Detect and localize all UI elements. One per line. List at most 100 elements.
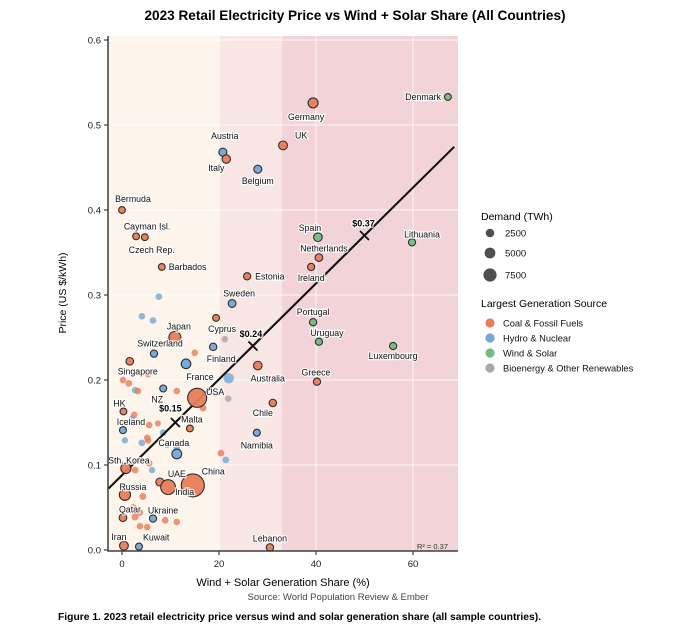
gridlines bbox=[108, 36, 458, 551]
data-point bbox=[173, 518, 181, 526]
color-legend-label-wind: Wind & Solar bbox=[503, 349, 557, 359]
scatter-plot: Denmark Germany UK Austria Italy Belgium Bermu… bbox=[57, 36, 634, 604]
color-legend-swatch-wind bbox=[485, 348, 495, 358]
data-point bbox=[212, 390, 219, 397]
size-legend-title: Demand (TWh) bbox=[481, 211, 553, 223]
country-label-australia: Australia bbox=[251, 374, 285, 384]
data-point bbox=[222, 456, 230, 464]
country-label-ireland: Ireland bbox=[298, 273, 325, 283]
point-lebanon bbox=[265, 543, 275, 552]
x-axis-title: Wind + Solar Generation Share (%) bbox=[196, 577, 369, 589]
x-marker bbox=[170, 417, 181, 428]
country-label-denmark: Denmark bbox=[405, 92, 441, 102]
regression-line bbox=[107, 146, 455, 490]
point-iran bbox=[118, 540, 129, 551]
country-label-uk: UK bbox=[295, 130, 307, 140]
country-label-estonia: Estonia bbox=[255, 271, 284, 281]
labeled-points bbox=[118, 92, 452, 552]
color-legend-label-bio: Bioenergy & Other Renewables bbox=[503, 364, 634, 374]
size-legend-swatch bbox=[483, 268, 497, 282]
data-point bbox=[221, 335, 229, 343]
point-india bbox=[160, 479, 177, 496]
data-point bbox=[223, 373, 234, 384]
country-label-netherlands: Netherlands bbox=[300, 244, 348, 254]
point-denmark bbox=[443, 92, 452, 101]
chart-title: 2023 Retail Electricity Price vs Wind + … bbox=[144, 8, 566, 23]
point-bermuda bbox=[118, 206, 126, 214]
y-tick-label: 0.3 bbox=[88, 291, 101, 302]
size-legend-label: 5000 bbox=[505, 249, 526, 260]
point-russia bbox=[118, 488, 132, 501]
point-uruguay bbox=[314, 337, 324, 346]
color-legend-swatch-bio bbox=[485, 363, 495, 373]
country-label-bermuda: Bermuda bbox=[115, 194, 151, 204]
color-legend-title: Largest Generation Source bbox=[481, 298, 607, 310]
y-tick-label: 0.5 bbox=[88, 121, 101, 132]
country-label-hk: HK bbox=[113, 398, 125, 408]
data-point bbox=[134, 387, 142, 395]
r-squared-label: R² = 0.37 bbox=[417, 542, 448, 551]
y-tick-label: 0.0 bbox=[88, 546, 101, 557]
data-point bbox=[138, 439, 146, 447]
country-label-switzerland: Switzerland bbox=[137, 339, 183, 349]
point-sweden bbox=[227, 299, 237, 308]
country-label-cyprus: Cyprus bbox=[208, 324, 236, 334]
size-legend-label: 7500 bbox=[505, 271, 526, 282]
data-point bbox=[143, 523, 151, 531]
data-point bbox=[136, 509, 144, 516]
data-point bbox=[136, 522, 144, 530]
country-label-japan: Japan bbox=[167, 322, 191, 332]
point-belgium bbox=[253, 164, 263, 174]
country-label-barbados: Barbados bbox=[169, 262, 207, 272]
legend: Demand (TWh) 2500 5000 7500 Largest Generati… bbox=[481, 211, 634, 374]
country-label-uruguay: Uruguay bbox=[310, 328, 344, 338]
price-marker-label: $0.15 bbox=[159, 404, 182, 414]
point-switzerland bbox=[149, 349, 159, 358]
point-luxembourg bbox=[388, 341, 398, 351]
data-point bbox=[144, 437, 152, 444]
country-label-austria: Austria bbox=[211, 131, 238, 141]
country-label-iceland: Iceland bbox=[117, 417, 145, 427]
country-label-uae: UAE bbox=[168, 469, 186, 479]
y-tick-label: 0.1 bbox=[88, 461, 101, 472]
country-label-lebanon: Lebanon bbox=[253, 533, 287, 543]
data-point bbox=[224, 395, 232, 403]
shade-bands bbox=[108, 36, 458, 551]
point-cyprus bbox=[212, 314, 221, 322]
country-label-sweden: Sweden bbox=[223, 289, 255, 299]
country-label-sth-korea: Sth. Korea bbox=[108, 455, 150, 465]
x-marker bbox=[247, 340, 259, 352]
point-japan bbox=[168, 330, 182, 345]
data-point bbox=[130, 411, 138, 419]
data-point bbox=[148, 466, 156, 474]
y-tick-label: 0.4 bbox=[88, 206, 101, 217]
country-label-chile: Chile bbox=[253, 408, 273, 418]
country-label-canada: Canada bbox=[158, 438, 189, 448]
point-italy bbox=[221, 154, 232, 164]
point-germany bbox=[307, 97, 319, 109]
country-label-malta: Malta bbox=[181, 414, 203, 424]
data-point bbox=[149, 317, 157, 324]
point-lithuania bbox=[407, 238, 417, 247]
y-axis-title: Price (US $/kWh) bbox=[57, 252, 69, 333]
data-point bbox=[145, 460, 153, 467]
country-label-cayman-isl: Cayman Isl. bbox=[124, 221, 170, 231]
point-netherlands bbox=[314, 253, 324, 262]
country-label-qatar: Qatar bbox=[119, 505, 141, 515]
axes: 0.0 0.1 0.2 0.3 0.4 0.5 0.6 0 20 40 60 Price (US $/… bbox=[57, 36, 458, 603]
price-marker-label: $0.37 bbox=[352, 219, 375, 229]
country-label-russia: Russia bbox=[119, 482, 146, 492]
data-point bbox=[125, 380, 133, 387]
country-label-france: France bbox=[186, 372, 213, 382]
point-finland bbox=[208, 342, 218, 352]
country-label-iran: Iran bbox=[111, 532, 126, 542]
data-point bbox=[173, 387, 181, 395]
point-australia bbox=[252, 360, 263, 371]
data-point bbox=[131, 513, 139, 521]
price-markers: $0.15 $0.24 $0.37 bbox=[158, 217, 376, 428]
data-point bbox=[217, 449, 225, 457]
x-tick-label: 60 bbox=[408, 559, 419, 570]
data-point bbox=[119, 376, 127, 384]
data-point bbox=[191, 349, 199, 357]
